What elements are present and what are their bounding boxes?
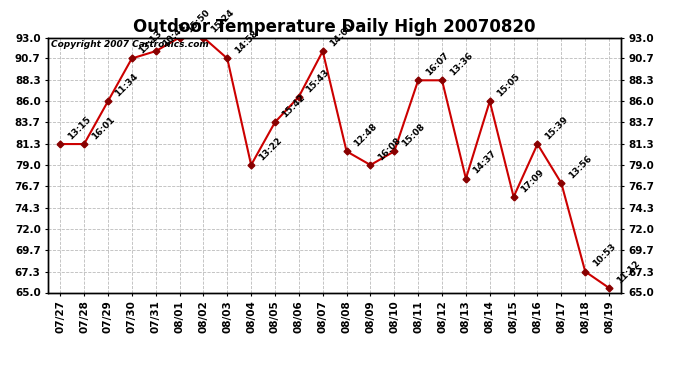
Text: 17:09: 17:09 — [519, 167, 546, 194]
Text: 11:12: 11:12 — [615, 259, 641, 285]
Text: 10:44: 10:44 — [161, 22, 188, 48]
Text: 15:42: 15:42 — [281, 93, 307, 119]
Text: 10:53: 10:53 — [591, 242, 618, 269]
Text: 15:08: 15:08 — [400, 122, 426, 148]
Title: Outdoor Temperature Daily High 20070820: Outdoor Temperature Daily High 20070820 — [133, 18, 536, 36]
Text: 13:36: 13:36 — [448, 51, 474, 78]
Text: 15:50: 15:50 — [185, 8, 212, 35]
Text: 16:08: 16:08 — [376, 136, 402, 162]
Text: 14:58: 14:58 — [233, 29, 259, 56]
Text: 15:39: 15:39 — [543, 115, 570, 141]
Text: 13:13: 13:13 — [137, 29, 164, 56]
Text: 13:22: 13:22 — [257, 136, 284, 162]
Text: Copyright 2007 Cartronics.com: Copyright 2007 Cartronics.com — [51, 40, 209, 49]
Text: 12:48: 12:48 — [352, 122, 379, 148]
Text: 14:37: 14:37 — [471, 149, 498, 176]
Text: 16:01: 16:01 — [90, 115, 116, 141]
Text: 13:56: 13:56 — [567, 154, 593, 180]
Text: 15:43: 15:43 — [304, 67, 331, 94]
Text: 16:07: 16:07 — [424, 51, 451, 78]
Text: 15:05: 15:05 — [495, 72, 522, 99]
Text: 15:24: 15:24 — [209, 8, 236, 35]
Text: 13:15: 13:15 — [66, 115, 92, 141]
Text: 14:00: 14:00 — [328, 22, 355, 48]
Text: 11:34: 11:34 — [114, 72, 140, 99]
